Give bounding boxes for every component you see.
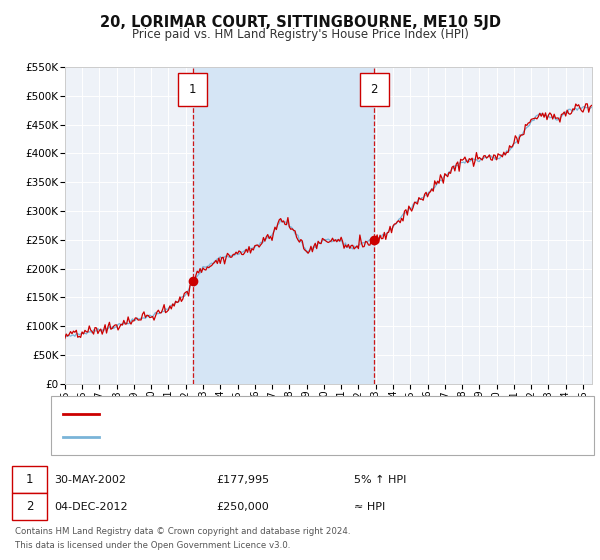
Text: 04-DEC-2012: 04-DEC-2012 <box>54 502 128 512</box>
Text: This data is licensed under the Open Government Licence v3.0.: This data is licensed under the Open Gov… <box>15 542 290 550</box>
Text: Price paid vs. HM Land Registry's House Price Index (HPI): Price paid vs. HM Land Registry's House … <box>131 28 469 41</box>
Text: 20, LORIMAR COURT, SITTINGBOURNE, ME10 5JD: 20, LORIMAR COURT, SITTINGBOURNE, ME10 5… <box>100 15 500 30</box>
Text: £177,995: £177,995 <box>216 475 269 485</box>
Text: 2: 2 <box>26 500 33 514</box>
Text: 2: 2 <box>371 83 378 96</box>
Text: 30-MAY-2002: 30-MAY-2002 <box>54 475 126 485</box>
Text: 1: 1 <box>189 83 197 96</box>
Text: ≈ HPI: ≈ HPI <box>354 502 385 512</box>
Text: 20, LORIMAR COURT, SITTINGBOURNE, ME10 5JD (detached house): 20, LORIMAR COURT, SITTINGBOURNE, ME10 5… <box>106 409 454 419</box>
Bar <box>193 67 374 384</box>
Text: Contains HM Land Registry data © Crown copyright and database right 2024.: Contains HM Land Registry data © Crown c… <box>15 528 350 536</box>
Text: 5% ↑ HPI: 5% ↑ HPI <box>354 475 406 485</box>
Text: £250,000: £250,000 <box>216 502 269 512</box>
Text: 1: 1 <box>26 473 33 487</box>
Text: HPI: Average price, detached house, Swale: HPI: Average price, detached house, Swal… <box>106 432 330 442</box>
